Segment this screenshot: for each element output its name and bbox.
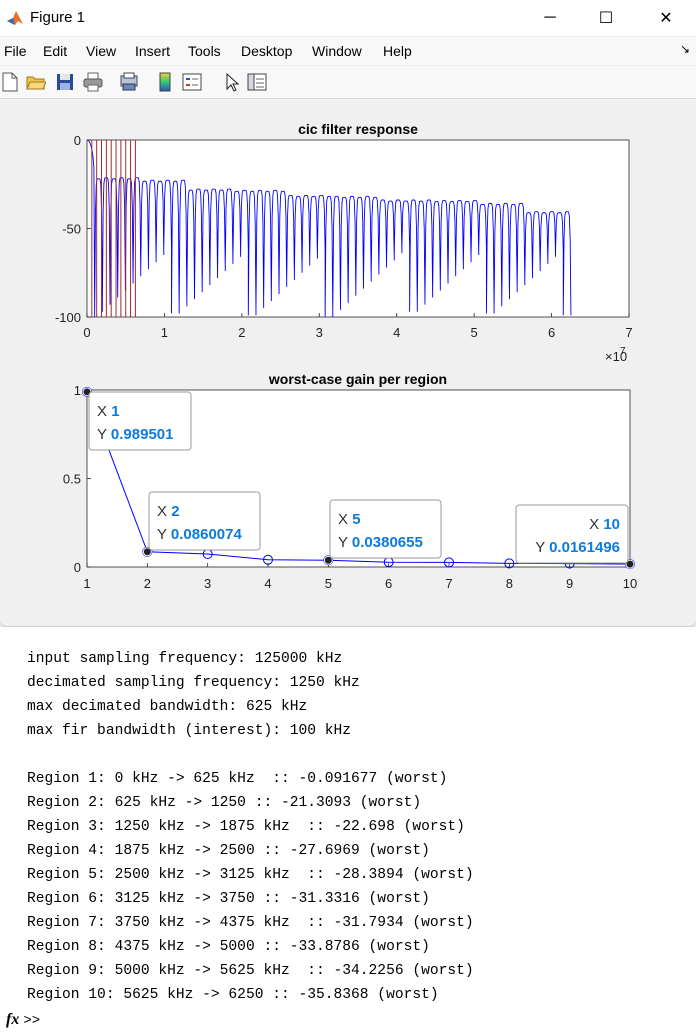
plot2-xtick-label: 3 (204, 576, 211, 591)
datatip-x-text: X 5 (338, 511, 361, 528)
plot1-xtick-label: 6 (548, 325, 555, 340)
datatip-x-text: X 1 (97, 403, 120, 420)
datatip-box (88, 391, 192, 451)
console-line: Region 9: 5000 kHz -> 5625 kHz :: -34.22… (27, 963, 474, 979)
print-preview-icon[interactable] (119, 72, 139, 92)
menu-file[interactable]: File (4, 43, 27, 59)
figure-window: Figure 1 ─ ☐ ✕ File Edit View Insert Too… (0, 0, 696, 627)
legend-icon[interactable] (182, 72, 202, 92)
dock-figure-icon[interactable]: ↘ (680, 42, 691, 56)
plot1-xtick-label: 7 (625, 325, 632, 340)
console-line: decimated sampling frequency: 1250 kHz (27, 675, 360, 691)
console-line: Region 6: 3125 kHz -> 3750 :: -31.3316 (… (27, 891, 430, 907)
console-line: max fir bandwidth (interest): 100 kHz (27, 723, 352, 739)
plot2-xtick-label: 9 (566, 576, 573, 591)
plot2-ytick-label: 0.5 (63, 472, 81, 487)
figure-toolbar (0, 66, 696, 99)
datatip-box (148, 491, 261, 551)
datatip-x-text: X 2 (157, 503, 180, 520)
new-figure-icon[interactable] (0, 72, 20, 92)
menu-desktop[interactable]: Desktop (241, 43, 293, 59)
datatip-y-text: Y 0.0860074 (157, 526, 242, 543)
plot1-xtick-label: 0 (83, 325, 90, 340)
plot2-xtick-label: 6 (385, 576, 392, 591)
function-browser-icon[interactable]: fx (6, 1011, 20, 1028)
plot2-xtick-label: 7 (445, 576, 452, 591)
plot1-response-line (86, 139, 572, 318)
plot1-title: cic filter response (298, 121, 418, 137)
command-prompt[interactable]: fx >> (6, 1011, 40, 1029)
console-line: Region 7: 3750 kHz -> 4375 kHz :: -31.79… (27, 915, 474, 931)
pointer-icon[interactable] (222, 72, 242, 92)
console-line: Region 3: 1250 kHz -> 1875 kHz :: -22.69… (27, 819, 465, 835)
console-line: Region 8: 4375 kHz -> 5000 :: -33.8786 (… (27, 939, 430, 955)
print-icon[interactable] (83, 72, 103, 92)
console-line: Region 10: 5625 kHz -> 6250 :: -35.8368 … (27, 987, 439, 1003)
console-line: input sampling frequency: 125000 kHz (27, 651, 343, 667)
datatip-box (329, 499, 442, 559)
menu-window[interactable]: Window (312, 43, 362, 59)
plot1-x-exponent-power: 7 (620, 346, 626, 357)
save-icon[interactable] (55, 72, 75, 92)
plot1-ytick-label: -100 (55, 310, 81, 325)
datatip-y-text: Y 0.0161496 (535, 539, 620, 556)
window-title: Figure 1 (30, 9, 86, 26)
plot1-ytick-label: -50 (62, 222, 81, 237)
datatip-anchor (323, 555, 333, 565)
command-window[interactable] (0, 627, 696, 1035)
datatip-x-text: X 10 (589, 516, 620, 533)
plot-area: 0 1 2 3 4 5 6 7 0 -50 -100 cic filter response ×10 7 1… (0, 99, 696, 626)
plot2-ytick-label: 1 (74, 383, 81, 398)
plot2-xtick-label: 8 (506, 576, 513, 591)
plot2-xtick-label: 4 (264, 576, 271, 591)
maximize-button[interactable]: ☐ (598, 10, 614, 27)
menu-bar: File Edit View Insert Tools Desktop Wind… (0, 37, 696, 65)
plot1-xtick-label: 3 (316, 325, 323, 340)
prompt-symbol: >> (23, 1013, 41, 1029)
plot2-xtick-label: 1 (83, 576, 90, 591)
open-file-icon[interactable] (26, 72, 46, 92)
plot1-axes-box (86, 139, 630, 318)
plot1-xtick-label: 2 (238, 325, 245, 340)
colorbar-icon[interactable] (155, 72, 175, 92)
plot1-xtick-label: 5 (471, 325, 478, 340)
close-button[interactable]: ✕ (659, 10, 673, 27)
console-line: Region 4: 1875 kHz -> 2500 :: -27.6969 (… (27, 843, 430, 859)
title-bar[interactable]: Figure 1 ─ ☐ ✕ (0, 0, 696, 36)
datatip-box (515, 504, 629, 564)
menu-tools[interactable]: Tools (188, 43, 221, 59)
plot2-xtick-label: 2 (144, 576, 151, 591)
minimize-button[interactable]: ─ (544, 9, 556, 26)
menu-edit[interactable]: Edit (43, 43, 68, 59)
datatip-y-text: Y 0.989501 (97, 426, 173, 443)
property-editor-icon[interactable] (247, 72, 267, 92)
plot1-xtick-label: 1 (161, 325, 168, 340)
console-line: Region 2: 625 kHz -> 1250 :: -21.3093 (w… (27, 795, 422, 811)
datatip-anchor (142, 547, 152, 557)
plot2-xtick-label: 10 (623, 576, 637, 591)
menu-help[interactable]: Help (383, 43, 412, 59)
plot2-ytick-label: 0 (74, 560, 81, 575)
console-line: Region 5: 2500 kHz -> 3125 kHz :: -28.38… (27, 867, 474, 883)
plot2-title: worst-case gain per region (268, 371, 447, 387)
console-line: max decimated bandwidth: 625 kHz (27, 699, 308, 715)
menu-view[interactable]: View (86, 43, 117, 59)
matlab-logo-icon (7, 11, 23, 25)
console-line: Region 1: 0 kHz -> 625 kHz :: -0.091677 … (27, 771, 448, 787)
plot2-xtick-label: 5 (325, 576, 332, 591)
plot1-x-exponent: ×10 (605, 349, 627, 364)
menu-insert[interactable]: Insert (135, 43, 171, 59)
plot1-xtick-label: 4 (393, 325, 400, 340)
plot1-ytick-label: 0 (74, 133, 81, 148)
plot2-marker (504, 558, 515, 569)
datatip-y-text: Y 0.0380655 (338, 534, 423, 551)
